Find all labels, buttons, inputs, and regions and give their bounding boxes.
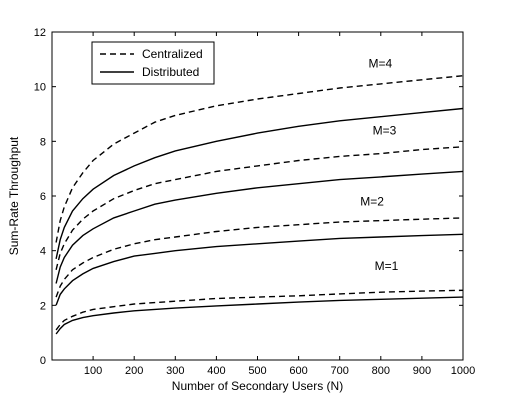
y-tick-label: 8 xyxy=(40,136,46,148)
x-tick-label: 500 xyxy=(248,365,266,377)
y-axis-label: Sum-Rate Throughput xyxy=(7,136,21,255)
x-tick-label: 600 xyxy=(289,365,307,377)
series-line-m4-dashed xyxy=(55,75,464,243)
y-tick-label: 6 xyxy=(40,191,46,203)
series-line-m3-solid xyxy=(55,170,464,284)
x-tick-label: 800 xyxy=(372,365,390,377)
curve-annotation: M=1 xyxy=(375,259,399,273)
y-tick-label: 0 xyxy=(40,355,46,367)
x-tick-label: 300 xyxy=(166,365,184,377)
legend-label: Distributed xyxy=(142,65,199,79)
series-line-m3-dashed xyxy=(55,146,464,270)
legend-label: Centralized xyxy=(142,47,203,61)
series-line-m1-dashed xyxy=(55,289,464,331)
plot-area: 100 200 300 400 500 600 700 800 900 1000 0 2 4 6 8 10 12… xyxy=(34,27,475,377)
x-tick-label: 700 xyxy=(331,365,349,377)
series-line-m1-solid xyxy=(55,296,464,335)
series-line-m2-dashed xyxy=(55,217,464,298)
x-tick-label: 900 xyxy=(413,365,431,377)
x-axis-label: Number of Secondary Users (N) xyxy=(172,379,343,393)
curve-annotation: M=3 xyxy=(373,124,397,138)
x-tick-label: 400 xyxy=(207,365,225,377)
curve-annotation: M=2 xyxy=(360,195,384,209)
y-tick-label: 12 xyxy=(34,27,46,39)
x-tick-label: 100 xyxy=(84,365,102,377)
legend-box xyxy=(91,41,215,85)
series-line-m2-solid xyxy=(55,233,464,306)
y-tick-label: 2 xyxy=(40,300,46,312)
x-tick-label: 1000 xyxy=(451,365,475,377)
y-tick-label: 4 xyxy=(40,246,46,258)
curve-annotation: M=4 xyxy=(368,57,392,71)
x-tick-label: 200 xyxy=(125,365,143,377)
y-tick-label: 10 xyxy=(34,82,46,94)
series-line-m4-solid xyxy=(55,107,464,260)
